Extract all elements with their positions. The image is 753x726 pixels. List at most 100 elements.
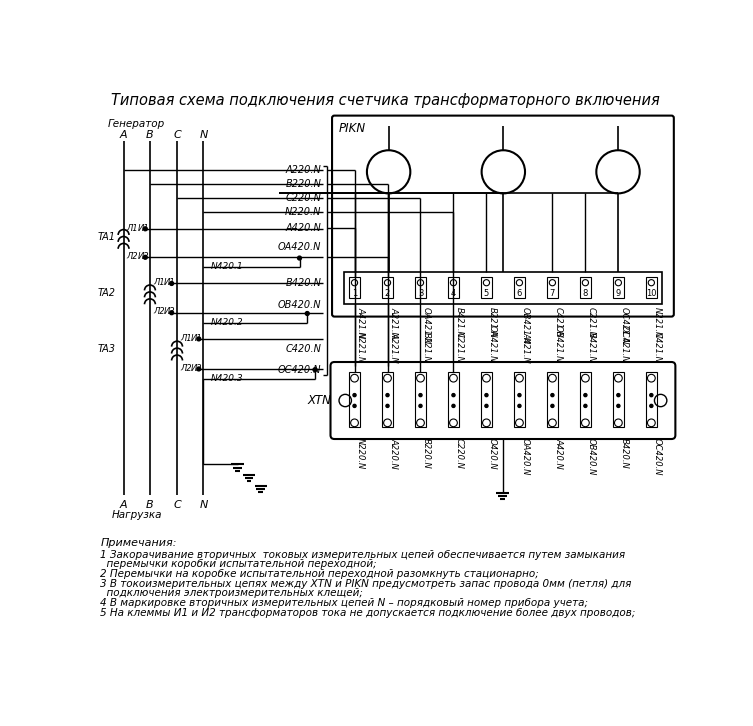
Circle shape	[650, 393, 653, 396]
Text: И1: И1	[191, 334, 203, 343]
Bar	[514, 372, 525, 428]
Bar	[448, 277, 459, 298]
Circle shape	[386, 404, 389, 407]
Text: C421.N: C421.N	[554, 307, 563, 338]
Text: N220.N: N220.N	[356, 439, 365, 470]
Text: TA3: TA3	[97, 344, 115, 354]
Text: B220.N: B220.N	[285, 179, 322, 189]
Text: OA420.N: OA420.N	[521, 439, 530, 476]
Text: И2: И2	[164, 307, 175, 317]
Circle shape	[483, 375, 490, 382]
Bar	[613, 277, 623, 298]
Circle shape	[551, 404, 554, 407]
Bar	[580, 372, 591, 428]
Text: A220.N: A220.N	[285, 166, 322, 175]
Text: A420.N: A420.N	[285, 223, 322, 233]
Circle shape	[617, 393, 620, 396]
Circle shape	[581, 375, 590, 382]
Text: OB420.N: OB420.N	[278, 300, 322, 310]
Text: C: C	[173, 130, 181, 140]
Bar	[481, 277, 492, 298]
Circle shape	[313, 368, 317, 372]
Bar	[382, 372, 393, 428]
Text: OC421.N: OC421.N	[620, 325, 629, 363]
Circle shape	[143, 227, 148, 231]
Bar	[343, 272, 662, 304]
Text: Л1: Л1	[153, 278, 165, 287]
Text: A: A	[120, 130, 127, 140]
Text: И2: И2	[138, 252, 149, 261]
Text: Генератор: Генератор	[108, 119, 166, 129]
Text: OB421.N: OB421.N	[554, 325, 563, 363]
Text: 3 В токоизмерительных цепях между XTN и PIKN предусмотреть запас провода 0мм (пе: 3 В токоизмерительных цепях между XTN и …	[100, 579, 632, 589]
Circle shape	[383, 375, 392, 382]
Circle shape	[654, 394, 667, 407]
Circle shape	[518, 393, 521, 396]
Text: A421.N: A421.N	[521, 332, 530, 363]
Circle shape	[452, 393, 455, 396]
Text: N: N	[200, 130, 208, 140]
Bar	[547, 277, 558, 298]
Circle shape	[482, 150, 525, 193]
Text: C221.N: C221.N	[587, 307, 596, 338]
Circle shape	[581, 419, 590, 427]
Circle shape	[483, 419, 490, 427]
Text: И1: И1	[138, 224, 149, 232]
Text: OC420.N: OC420.N	[653, 439, 662, 476]
Text: A420.N: A420.N	[554, 439, 563, 469]
Circle shape	[169, 282, 173, 285]
Text: O420.N: O420.N	[488, 439, 497, 470]
Text: N221.N: N221.N	[653, 307, 662, 338]
Circle shape	[648, 375, 655, 382]
Text: 1 Закорачивание вторичных  токовых измерительных цепей обеспечивается путем замы: 1 Закорачивание вторичных токовых измери…	[100, 550, 626, 560]
Text: 10: 10	[646, 289, 657, 298]
Text: 4 В маркировке вторичных измерительных цепей N – порядковый номер прибора учета;: 4 В маркировке вторичных измерительных ц…	[100, 598, 588, 608]
Bar	[646, 277, 657, 298]
Text: OC420.N: OC420.N	[278, 365, 322, 375]
Circle shape	[516, 375, 523, 382]
Text: B420.N: B420.N	[285, 279, 322, 288]
Bar	[580, 277, 591, 298]
Text: N221.N: N221.N	[356, 332, 365, 363]
Circle shape	[419, 404, 422, 407]
Text: C220.N: C220.N	[285, 193, 322, 203]
Text: N420.1: N420.1	[210, 262, 243, 271]
Text: Примечания:: Примечания:	[100, 538, 177, 548]
Bar	[514, 277, 525, 298]
Bar	[481, 372, 492, 428]
Circle shape	[197, 367, 201, 371]
Text: 1: 1	[352, 289, 357, 298]
Text: A221.N: A221.N	[389, 332, 398, 363]
Circle shape	[596, 150, 640, 193]
Text: A221.N: A221.N	[389, 307, 398, 338]
Text: OA421.N: OA421.N	[488, 325, 497, 363]
Circle shape	[450, 375, 457, 382]
Text: N: N	[200, 500, 208, 510]
Text: 3: 3	[418, 289, 423, 298]
Text: перемычки коробки испытательной переходной;: перемычки коробки испытательной переходн…	[100, 559, 377, 568]
Text: TA1: TA1	[97, 232, 115, 242]
Text: Нагрузка: Нагрузка	[111, 510, 162, 521]
Text: B221.N: B221.N	[488, 307, 497, 338]
Text: B421.N: B421.N	[455, 307, 464, 338]
Text: 8: 8	[583, 289, 588, 298]
Circle shape	[297, 256, 301, 260]
Text: A421.N: A421.N	[356, 307, 365, 338]
Bar	[349, 277, 360, 298]
Text: C420.N: C420.N	[285, 344, 322, 354]
Circle shape	[383, 419, 392, 427]
Circle shape	[584, 393, 587, 396]
Text: 7: 7	[550, 289, 555, 298]
Text: OC421.N: OC421.N	[620, 307, 629, 345]
Bar	[415, 277, 426, 298]
Text: OA421.N: OA421.N	[422, 307, 431, 345]
Circle shape	[650, 404, 653, 407]
Text: Л1: Л1	[180, 334, 192, 343]
Circle shape	[143, 256, 148, 259]
Text: OA420.N: OA420.N	[278, 242, 322, 251]
Circle shape	[452, 404, 455, 407]
Text: 2: 2	[385, 289, 390, 298]
Text: B220.N: B220.N	[422, 439, 431, 469]
Text: C: C	[173, 500, 181, 510]
Circle shape	[614, 419, 622, 427]
